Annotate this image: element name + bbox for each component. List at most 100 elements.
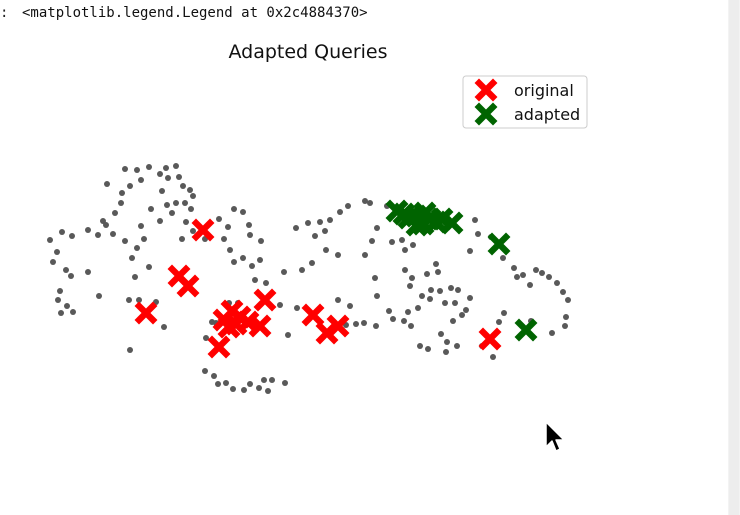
- scatter-point: [337, 209, 343, 215]
- scatter-point: [514, 274, 520, 280]
- scatter-point: [231, 206, 237, 212]
- scatter-point: [407, 283, 413, 289]
- scatter-point: [249, 263, 255, 269]
- scatter-point: [475, 231, 481, 237]
- scrollbar-thumb[interactable]: [729, 0, 739, 515]
- marker-original: [301, 303, 325, 327]
- output-repr-text: <matplotlib.legend.Legend at 0x2c4884370…: [22, 5, 368, 21]
- scatter-point: [459, 312, 465, 318]
- scatter-point: [496, 319, 502, 325]
- scatter-point: [85, 269, 91, 275]
- scatter-point: [390, 316, 396, 322]
- scatter-point: [427, 296, 433, 302]
- scatter-point: [281, 269, 287, 275]
- scatter-point: [408, 323, 414, 329]
- scatter-point: [402, 247, 408, 253]
- scatter-point: [132, 274, 138, 280]
- scatter-point: [437, 288, 443, 294]
- scatter-point: [539, 270, 545, 276]
- scatter-point: [327, 217, 333, 223]
- scatter-point: [500, 255, 506, 261]
- scatter-point: [335, 252, 341, 258]
- scatter-point: [374, 225, 380, 231]
- scatter-point: [68, 273, 74, 279]
- scatter-point: [312, 233, 318, 239]
- marker-original: [176, 274, 200, 298]
- marker-original: [217, 315, 241, 339]
- scatter-point: [161, 324, 167, 330]
- scatter-point: [299, 267, 305, 273]
- scatter-point: [282, 380, 288, 386]
- scatter-point: [136, 297, 142, 303]
- scatter-point: [138, 177, 144, 183]
- scatter-point: [399, 237, 405, 243]
- scatter-point: [179, 236, 185, 242]
- scatter-point: [323, 247, 329, 253]
- scatter-point: [96, 293, 102, 299]
- mouse-pointer-icon: [545, 421, 565, 452]
- vertical-scrollbar[interactable]: [728, 0, 740, 515]
- chart-legend: original adapted: [462, 75, 588, 129]
- scatter-point: [353, 321, 359, 327]
- scatter-point: [215, 381, 221, 387]
- scatter-point: [190, 193, 196, 199]
- scatter-point: [433, 261, 439, 267]
- scatter-point: [565, 297, 571, 303]
- scatter-point: [173, 163, 179, 169]
- scatter-point: [190, 228, 196, 234]
- scatter-point: [401, 318, 407, 324]
- scatter-point: [419, 293, 425, 299]
- scatter-point: [119, 190, 125, 196]
- scatter-point: [261, 377, 267, 383]
- scatter-point: [203, 335, 209, 341]
- marker-original: [248, 314, 272, 338]
- scatter-point: [231, 259, 237, 265]
- scatter-point: [369, 238, 375, 244]
- scatter-point: [533, 267, 539, 273]
- scatter-point: [361, 320, 367, 326]
- scatter-point: [442, 300, 448, 306]
- scatter-point: [247, 381, 253, 387]
- scatter-point: [126, 297, 132, 303]
- scatter-point: [257, 257, 263, 263]
- marker-original: [207, 335, 231, 359]
- scatter-point: [127, 183, 133, 189]
- scatter-point: [227, 247, 233, 253]
- scatter-point: [70, 309, 76, 315]
- scatter-point: [241, 387, 247, 393]
- scatter-point: [122, 238, 128, 244]
- scatter-point: [50, 259, 56, 265]
- scatter-point: [345, 203, 351, 209]
- scatter-point: [424, 271, 430, 277]
- scatter-point: [305, 220, 311, 226]
- scatter-point: [511, 265, 517, 271]
- scatter-point: [347, 303, 353, 309]
- scatter-point: [417, 343, 423, 349]
- marker-adapted: [487, 232, 511, 256]
- legend-marker-adapted: [474, 102, 498, 126]
- scatter-point: [225, 224, 231, 230]
- scatter-point: [159, 188, 165, 194]
- scatter-point: [258, 238, 264, 244]
- scatter-point: [118, 200, 124, 206]
- scatter-point: [183, 219, 189, 225]
- scatter-point: [520, 272, 526, 278]
- scatter-point: [269, 377, 275, 383]
- scatter-point: [54, 249, 60, 255]
- scatter-point: [47, 237, 53, 243]
- scatter-point: [104, 181, 110, 187]
- legend-marker-original: [474, 78, 498, 102]
- scatter-point: [563, 314, 569, 320]
- scatter-point: [472, 217, 478, 223]
- marker-original: [315, 321, 339, 345]
- marker-original: [134, 301, 158, 325]
- scatter-point: [367, 200, 373, 206]
- legend-items: original adapted: [474, 78, 580, 126]
- scatter-point: [490, 354, 496, 360]
- scatter-point: [362, 198, 368, 204]
- scatter-point: [127, 347, 133, 353]
- scatter-point: [157, 218, 163, 224]
- scatter-point: [443, 349, 449, 355]
- scatter-point: [223, 380, 229, 386]
